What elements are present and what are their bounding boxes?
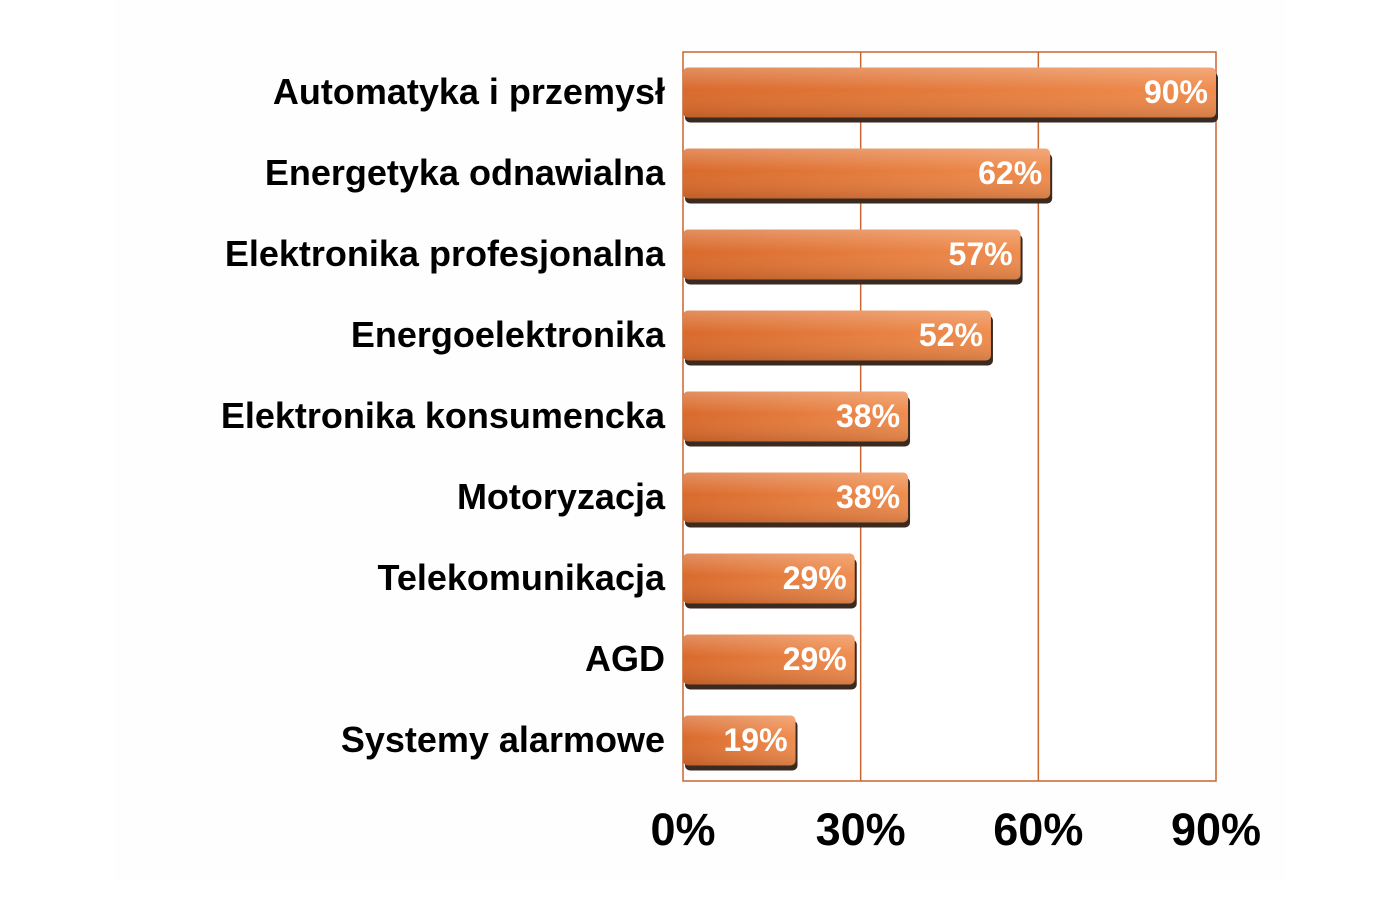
data-label: 38% (836, 398, 900, 434)
bar-gloss (683, 553, 855, 604)
x-tick-label: 90% (1171, 804, 1261, 855)
x-tick-labels: 0% 30% 60% 90% (650, 804, 1261, 855)
bar-gloss (683, 391, 909, 442)
bar-0: 90% (683, 67, 1218, 123)
bar-4: 38% (683, 391, 911, 447)
data-label: 52% (919, 317, 983, 353)
bar-gloss (683, 148, 1051, 199)
data-label: 62% (978, 155, 1042, 191)
bar-2: 57% (683, 229, 1023, 285)
data-label: 29% (783, 560, 847, 596)
category-label: Elektronika profesjonalna (225, 233, 666, 274)
bar-gloss (683, 229, 1021, 280)
bar-8: 19% (683, 715, 798, 771)
category-labels: Automatyka i przemysł Energetyka odnawial… (221, 71, 666, 760)
bar-gloss (683, 67, 1216, 118)
x-tick-label: 60% (993, 804, 1083, 855)
data-label: 57% (949, 236, 1013, 272)
bar-3: 52% (683, 310, 993, 366)
bar-gloss (683, 310, 991, 361)
data-label: 29% (783, 641, 847, 677)
x-tick-label: 0% (650, 804, 715, 855)
category-label: Motoryzacja (457, 476, 666, 517)
category-label: Energoelektronika (351, 314, 666, 355)
category-label: AGD (585, 638, 665, 679)
data-label: 19% (723, 722, 787, 758)
category-label: Systemy alarmowe (341, 719, 665, 760)
bar-7: 29% (683, 634, 857, 690)
bar-gloss (683, 634, 855, 685)
category-label: Elektronika konsumencka (221, 395, 666, 436)
category-label: Telekomunikacja (378, 557, 666, 598)
category-label: Automatyka i przemysł (273, 71, 665, 112)
bar-6: 29% (683, 553, 857, 609)
bar-gloss (683, 472, 909, 523)
category-label: Energetyka odnawialna (265, 152, 666, 193)
bar-1: 62% (683, 148, 1053, 204)
bar-5: 38% (683, 472, 911, 528)
data-label: 38% (836, 479, 900, 515)
x-tick-label: 30% (816, 804, 906, 855)
bar-gloss (683, 715, 796, 766)
data-label: 90% (1144, 74, 1208, 110)
bars-group: 90% 62% 57% 52% 38% 38% 29% 29% 19% (683, 67, 1218, 771)
